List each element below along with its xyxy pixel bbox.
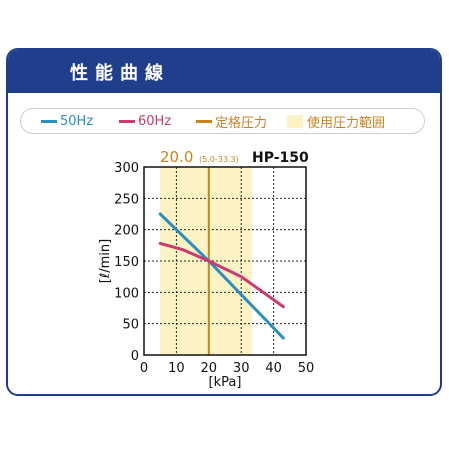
model-label: HP-150 bbox=[252, 150, 309, 166]
rated-range-label: (5.0-33.3) bbox=[199, 155, 239, 164]
y-tick-label: 200 bbox=[114, 224, 139, 239]
legend-swatch-50hz bbox=[41, 119, 57, 123]
panel-title: 性能曲線 bbox=[70, 63, 170, 84]
y-tick-label: 50 bbox=[122, 318, 139, 333]
legend-label-60hz: 60Hz bbox=[138, 113, 172, 129]
legend-swatch-60hz bbox=[119, 119, 135, 123]
x-tick-label: 10 bbox=[168, 361, 185, 376]
panel-header: 性能曲線 bbox=[8, 50, 440, 93]
x-tick-label: 50 bbox=[298, 361, 315, 376]
series-layer bbox=[158, 212, 285, 340]
rated-pressure-label: 20.0 bbox=[160, 148, 193, 166]
legend-label-operating-range: 使用圧力範囲 bbox=[307, 115, 386, 131]
y-tick-label: 300 bbox=[114, 161, 139, 176]
y-tick-label: 250 bbox=[114, 192, 139, 207]
y-tick-label: 150 bbox=[114, 255, 139, 270]
legend-label-50hz: 50Hz bbox=[60, 113, 94, 129]
x-tick-label: 40 bbox=[265, 361, 282, 376]
y-axis-label: [ℓ/min] bbox=[98, 239, 113, 283]
legend-item-operating-range: 使用圧力範囲 bbox=[287, 109, 385, 133]
legend-label-rated-pressure: 定格圧力 bbox=[215, 115, 268, 131]
x-tick-label: 0 bbox=[140, 361, 148, 376]
y-tick-label: 100 bbox=[114, 286, 139, 301]
legend-swatch-rated-pressure bbox=[196, 119, 212, 123]
x-tick-label: 20 bbox=[201, 361, 218, 376]
series-line-60hz bbox=[158, 241, 285, 309]
chart-legend: 50Hz 60Hz 定格圧力 使用圧力範囲 bbox=[20, 108, 425, 134]
legend-swatch-operating-range bbox=[287, 114, 303, 128]
legend-item-rated-pressure: 定格圧力 bbox=[196, 109, 267, 133]
x-axis-label: [kPa] bbox=[209, 375, 242, 390]
legend-item-60hz: 60Hz bbox=[119, 109, 171, 133]
x-tick-label: 30 bbox=[233, 361, 250, 376]
legend-item-50hz: 50Hz bbox=[41, 109, 93, 133]
y-tick-label: 0 bbox=[131, 349, 139, 364]
plot-frame bbox=[143, 166, 307, 356]
axis-ticks: 0 10 20 30 40 50 0 50 100 150 200 250 300 bbox=[114, 161, 314, 376]
